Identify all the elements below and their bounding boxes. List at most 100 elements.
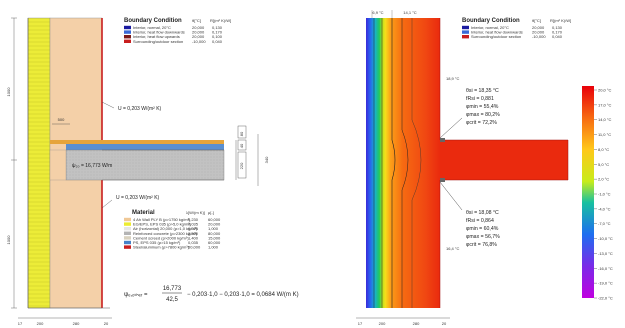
isotherm-5 <box>411 18 422 308</box>
right-boundary-row-swatch <box>462 30 469 34</box>
left-boundary-row-value-2: 0,130 <box>212 25 223 30</box>
slab-insulation <box>66 144 224 150</box>
material-row-value-2: 60,000 <box>208 240 221 245</box>
dim-bottom-3: 280 <box>73 321 80 326</box>
right-dim-bottom-1: 17 <box>358 321 363 326</box>
scale-label: 2,0 °C <box>598 177 609 182</box>
left-boundary-legend: Boundary Condition θ[°C] R[(m² K)/W] Int… <box>124 18 231 44</box>
right-boundary-row-value-1: 20,000 <box>532 25 545 30</box>
right-temperature-field: 6,9 °C 14,1 °C 18,9 °C 16,4 °C θsi = 18,… <box>356 10 569 326</box>
material-title: Material <box>132 210 155 216</box>
material-row-value-2: 15,000 <box>208 235 221 240</box>
material-row-swatch <box>124 231 131 235</box>
right-boundary-col1: θ[°C] <box>532 18 541 23</box>
left-boundary-row-name: Surrounding/outdoor section <box>133 39 183 44</box>
dim-bottom-4: 20 <box>104 321 109 326</box>
formula-denominator: 42,5 <box>166 297 178 303</box>
right-boundary-row-swatch <box>462 25 469 30</box>
right-boundary-row-swatch <box>462 35 469 39</box>
lower-result-line: fRsi = 0,864 <box>466 218 494 224</box>
upper-result-line: φmin = 55,4% <box>466 104 499 110</box>
left-boundary-row-value-1: 20,000 <box>192 25 205 30</box>
left-boundary-row-value-2: 0,040 <box>212 39 223 44</box>
material-row-value-2: 1,000 <box>208 226 219 231</box>
left-boundary-row-name: Interior, normal, 20°C <box>133 25 171 30</box>
left-boundary-col2: R[(m² K)/W] <box>210 18 231 23</box>
dim-slab-total: 340 <box>264 156 269 163</box>
formula-lhs: ψₑ,ₒₜₕₑᵣ = <box>124 292 148 298</box>
scale-label: -13,0 °C <box>598 251 613 256</box>
material-row-value-1: 1,400 <box>188 235 199 240</box>
material-row-swatch <box>124 217 131 222</box>
material-row-swatch <box>124 240 131 245</box>
right-boundary-row-value-2: 0,170 <box>552 30 563 35</box>
right-boundary-row-name: Surrounding/outdoor section <box>471 34 521 39</box>
temperature-color-scale: 20,0 °C 17,0 °C 14,0 °C 11,0 °C 8,0 °C 5,0 °C… <box>582 86 613 301</box>
left-boundary-row-swatch <box>124 35 131 39</box>
formula-numerator: 16,773 <box>163 286 182 292</box>
scale-label: 14,0 °C <box>598 117 611 122</box>
material-row-value-1: 2,300 <box>188 231 199 236</box>
material-row-name: PS, EPS 035 (ρ>15 kg/m³) <box>133 240 181 245</box>
formula-rest: − 0,203·1,0 − 0,203·1,0 = 0,0684 W/(m K) <box>187 292 299 298</box>
material-row-value-2: 60,000 <box>208 217 221 222</box>
slab-temperature-band <box>440 140 568 180</box>
material-row-name: Air (horizontal) 20,000 (ρ>1,0 kg/m³) <box>133 226 198 231</box>
left-boundary-row-value-2: 0,170 <box>212 30 223 35</box>
material-row-value-1: 0,025 <box>188 226 199 231</box>
dim-slab-80: 80 <box>239 131 244 136</box>
material-row-swatch <box>124 227 131 231</box>
wall-temperature-band <box>366 18 440 308</box>
top-temp-1: 6,9 °C <box>372 10 383 15</box>
scale-label: 20,0 °C <box>598 88 611 93</box>
dim-bottom-2: 200 <box>37 321 44 326</box>
color-scale-bar <box>582 86 594 298</box>
left-boundary-row-value-1: 20,000 <box>192 34 205 39</box>
scale-label: -1,0 °C <box>598 192 611 197</box>
scale-label: -16,0 °C <box>598 266 613 271</box>
material-row-value-1: 0,035 <box>188 222 199 227</box>
right-boundary-row-value-2: 0,040 <box>552 34 563 39</box>
material-row-value-1: 50,000 <box>188 245 201 250</box>
scale-label: -10,0 °C <box>598 236 613 241</box>
material-row-value-2: 80,000 <box>208 231 221 236</box>
left-boundary-row-name: Interior, heat flow upwards <box>133 34 180 39</box>
left-boundary-row-swatch <box>124 30 131 34</box>
material-row-name: Cement screed (ρ>2000 kg/m³) <box>133 235 189 240</box>
material-row-name: Steel/aluminum (ρ>7800 kg/m³) <box>133 245 190 250</box>
material-row-swatch <box>124 236 131 240</box>
material-row-name: Reinforced concrete (ρ>2300 kg/m³) <box>133 231 198 236</box>
top-temp-2: 14,1 °C <box>403 10 416 15</box>
dim-lower-height: 1000 <box>6 235 11 245</box>
right-boundary-row-name: Interior, normal, 20°C <box>471 25 509 30</box>
left-boundary-row-value-1: -10,000 <box>192 39 206 44</box>
slab-edge-insulation <box>49 149 67 181</box>
psi-2d-label: ψ₂₀ = 16,773 W/m <box>72 163 112 169</box>
left-section-drawing: 1000 1000 17 200 280 20 500 40 220 80 34… <box>6 17 269 326</box>
left-boundary-row-value-2: 0,100 <box>212 34 223 39</box>
material-row-value-1: 0,035 <box>188 240 199 245</box>
left-boundary-title: Boundary Condition <box>124 18 182 24</box>
material-col1: λ[W/(m K)] <box>186 210 205 215</box>
scale-label: -7,0 °C <box>598 221 611 226</box>
insulation-layer <box>27 17 51 309</box>
scale-label: -4,0 °C <box>598 206 611 211</box>
scale-label: 8,0 °C <box>598 147 609 152</box>
upper-result-line: φmax = 80,2% <box>466 112 500 118</box>
right-boundary-row-value-2: 0,130 <box>552 25 563 30</box>
scale-label: 17,0 °C <box>598 102 611 107</box>
right-boundary-legend: Boundary Condition θ[°C] R[(m² K)/W] Int… <box>462 18 571 39</box>
scale-label: 5,0 °C <box>598 162 609 167</box>
lower-result-line: φcrit = 76,8% <box>466 242 497 248</box>
right-boundary-row-name: Interior, heat flow downwards <box>471 30 523 35</box>
lower-result-line: φmin = 60,4% <box>466 226 499 232</box>
slab-screed <box>50 140 224 144</box>
scale-label: -22,0 °C <box>598 296 613 301</box>
u-value-upper: U = 0,203 W/(m² K) <box>118 106 162 112</box>
dim-slab-220: 220 <box>239 162 244 169</box>
left-boundary-row-swatch <box>124 25 131 30</box>
dim-bottom-1: 17 <box>18 321 23 326</box>
isotherm-3 <box>391 18 396 308</box>
left-boundary-col1: θ[°C] <box>192 18 201 23</box>
dim-slab-40: 40 <box>239 143 244 148</box>
